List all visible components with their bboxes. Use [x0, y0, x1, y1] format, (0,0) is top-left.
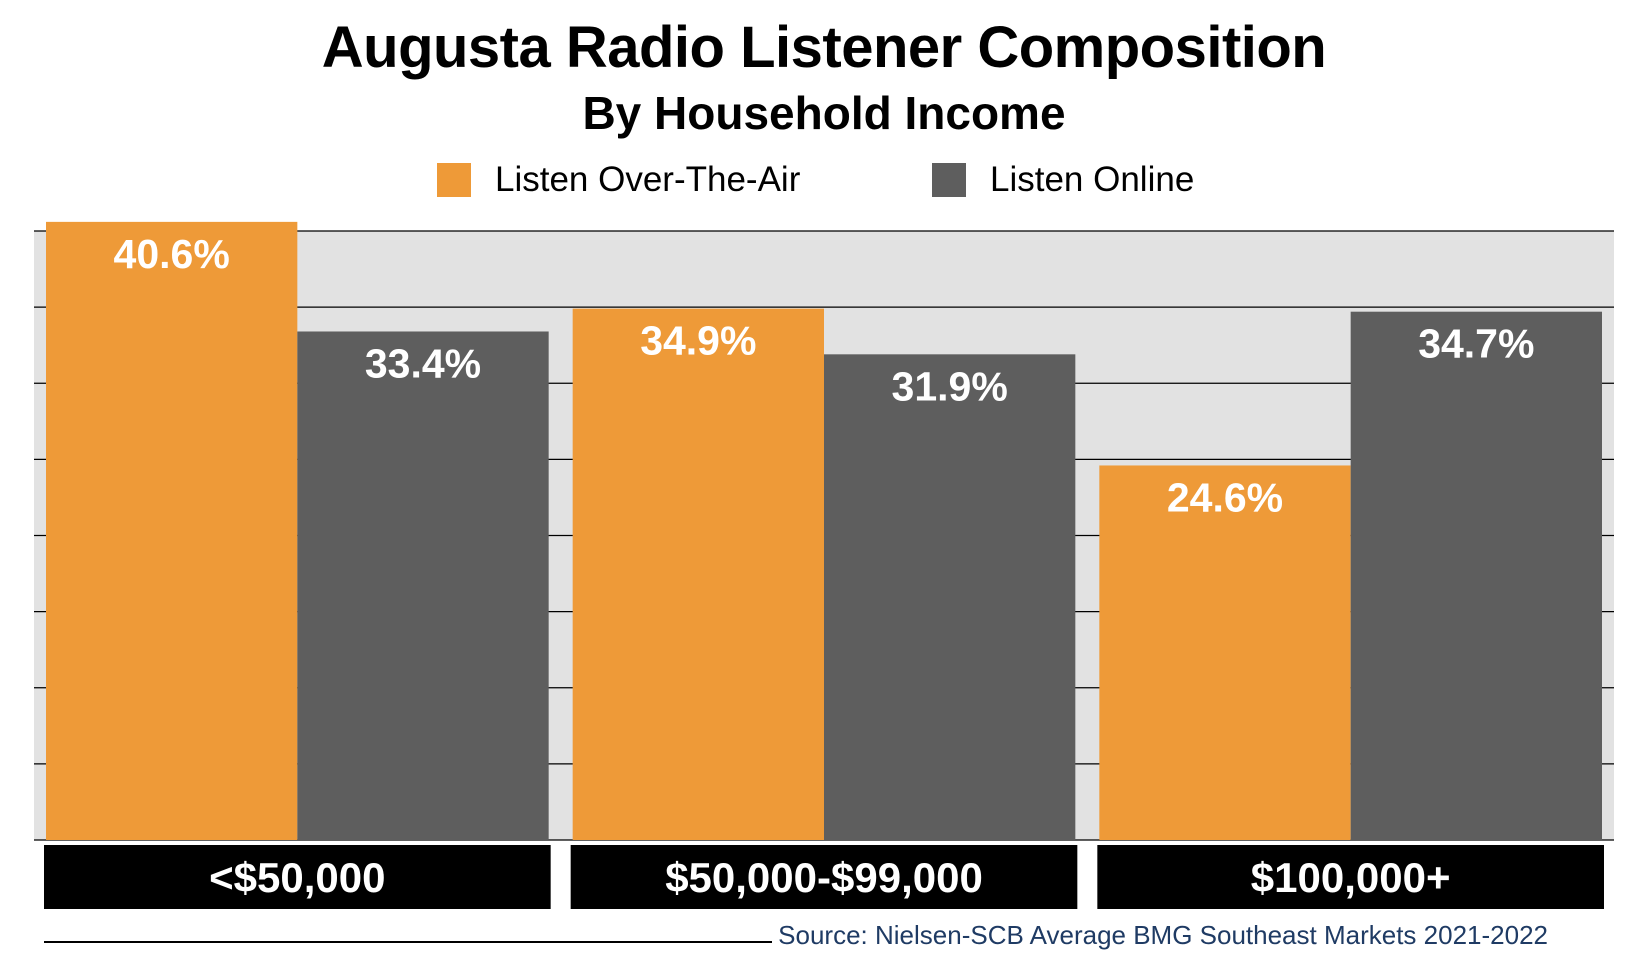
category-label-100-000: $100,000+	[1251, 854, 1451, 901]
category-box-100-000	[1097, 845, 1604, 909]
legend-item-online: Listen Online	[932, 155, 1194, 205]
legend-label-online: Listen Online	[990, 160, 1195, 199]
data-label-listen-online-50-000: 33.4%	[365, 340, 481, 386]
data-label-listen-over-the-air-50-000: 40.6%	[114, 231, 230, 277]
bar-listen-online-50-000-99-000	[824, 354, 1076, 840]
category-box-50-000	[44, 845, 551, 909]
bar-listen-online-100-000	[1350, 311, 1602, 840]
data-label-listen-online-100-000: 34.7%	[1418, 321, 1534, 367]
legend-swatch-over-the-air	[437, 163, 471, 197]
legend-label-over-the-air: Listen Over-The-Air	[495, 160, 801, 199]
legend-item-over-the-air: Listen Over-The-Air	[437, 155, 800, 205]
category-label-50-000: <$50,000	[209, 854, 385, 901]
category-box-50-000-99-000	[570, 845, 1078, 909]
source-divider	[44, 941, 772, 943]
bar-listen-over-the-air-50-000-99-000	[572, 308, 824, 841]
legend-swatch-online	[932, 163, 966, 197]
bar-listen-online-50-000	[297, 331, 549, 840]
category-label-50-000-99-000: $50,000-$99,000	[665, 854, 983, 901]
legend: Listen Over-The-Air Listen Online	[0, 155, 1648, 205]
data-label-listen-over-the-air-100-000: 24.6%	[1167, 474, 1283, 520]
bar-listen-over-the-air-100-000	[1099, 465, 1351, 840]
source-note: Source: Nielsen-SCB Average BMG Southeas…	[778, 920, 1548, 950]
bar-listen-over-the-air-50-000	[46, 221, 298, 841]
data-label-listen-online-50-000-99-000: 31.9%	[892, 363, 1008, 409]
data-label-listen-over-the-air-50-000-99-000: 34.9%	[640, 318, 756, 364]
chart-title: Augusta Radio Listener Composition	[321, 15, 1327, 80]
chart-subtitle: By Household Income	[582, 87, 1066, 139]
